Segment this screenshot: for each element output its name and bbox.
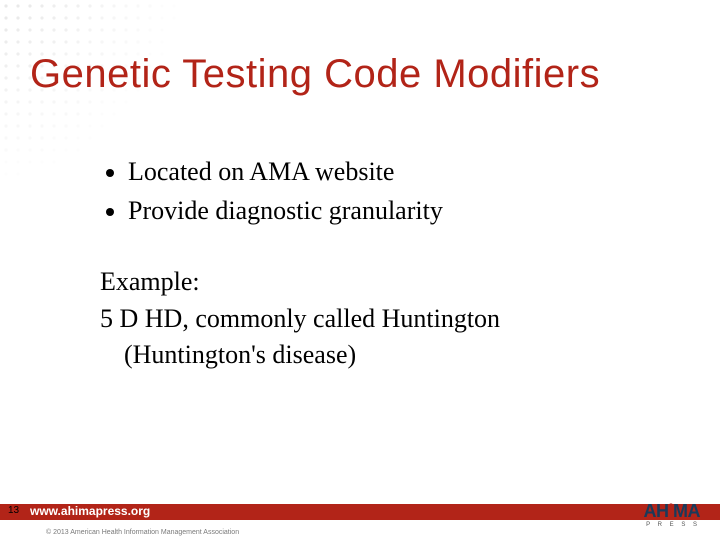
bullet-item: Located on AMA website [128, 154, 680, 189]
logo: AHiMA [643, 501, 700, 522]
page-number: 13 [8, 505, 19, 516]
footer-url: www.ahimapress.org [30, 504, 150, 518]
example-block: Example: 5 D HD, commonly called Hunting… [100, 264, 680, 373]
slide-body: Located on AMA website Provide diagnosti… [100, 150, 680, 373]
bullet-list: Located on AMA website Provide diagnosti… [100, 154, 680, 228]
example-line-2: (Huntington's disease) [100, 337, 680, 373]
bullet-item: Provide diagnostic granularity [128, 193, 680, 228]
logo-subtext: P R E S S [646, 522, 700, 528]
example-label: Example: [100, 267, 200, 296]
slide-title: Genetic Testing Code Modifiers [30, 52, 700, 97]
example-line-1: 5 D HD, commonly called Huntington [100, 301, 680, 337]
logo-main: AH [643, 501, 668, 521]
copyright: © 2013 American Health Information Manag… [46, 529, 239, 536]
slide: Genetic Testing Code Modifiers Located o… [0, 0, 720, 540]
logo-tail: MA [673, 501, 700, 521]
